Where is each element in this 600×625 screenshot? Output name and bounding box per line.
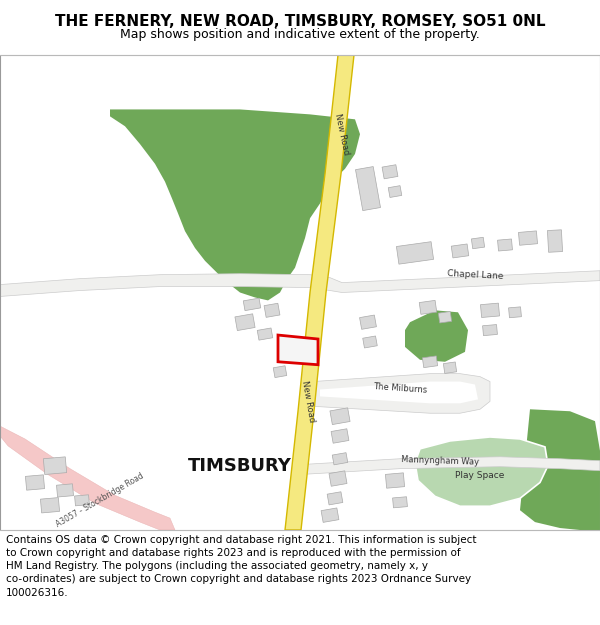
Bar: [332, 452, 348, 465]
Text: Chapel Lane: Chapel Lane: [446, 269, 503, 281]
Bar: [397, 242, 434, 264]
Bar: [482, 324, 497, 336]
Bar: [273, 366, 287, 378]
Text: TIMSBURY: TIMSBURY: [188, 457, 292, 474]
Bar: [388, 186, 402, 198]
Bar: [25, 475, 44, 490]
Bar: [359, 315, 376, 329]
Bar: [330, 408, 350, 424]
Polygon shape: [0, 426, 175, 530]
Bar: [419, 301, 437, 314]
Bar: [327, 492, 343, 505]
Bar: [329, 471, 347, 486]
Bar: [243, 298, 261, 311]
Bar: [355, 167, 380, 211]
Bar: [443, 362, 457, 373]
Polygon shape: [320, 381, 478, 403]
Bar: [547, 230, 563, 253]
Polygon shape: [299, 457, 600, 474]
Bar: [74, 495, 89, 506]
Bar: [385, 473, 404, 488]
Bar: [392, 497, 407, 508]
Polygon shape: [285, 55, 354, 530]
Bar: [56, 484, 73, 497]
Bar: [518, 231, 538, 245]
Bar: [451, 244, 469, 258]
Polygon shape: [405, 310, 468, 362]
Text: New Road: New Road: [333, 112, 351, 156]
Text: Contains OS data © Crown copyright and database right 2021. This information is : Contains OS data © Crown copyright and d…: [6, 535, 476, 598]
Text: Play Space: Play Space: [455, 471, 505, 480]
Bar: [472, 238, 485, 249]
Text: Map shows position and indicative extent of the property.: Map shows position and indicative extent…: [120, 28, 480, 41]
Polygon shape: [278, 335, 318, 365]
Bar: [439, 311, 452, 323]
Text: THE FERNERY, NEW ROAD, TIMSBURY, ROMSEY, SO51 0NL: THE FERNERY, NEW ROAD, TIMSBURY, ROMSEY,…: [55, 14, 545, 29]
Polygon shape: [110, 109, 360, 301]
Bar: [382, 165, 398, 179]
Text: New Road: New Road: [300, 380, 316, 423]
Polygon shape: [520, 409, 600, 530]
Bar: [235, 314, 255, 331]
Bar: [509, 307, 521, 318]
Text: A3057 - Stockbridge Road: A3057 - Stockbridge Road: [55, 471, 145, 529]
Bar: [363, 336, 377, 348]
Text: The Milburns: The Milburns: [373, 382, 427, 395]
Bar: [257, 328, 273, 340]
Bar: [321, 508, 339, 522]
Bar: [422, 356, 437, 367]
Bar: [40, 498, 59, 513]
Bar: [282, 347, 298, 361]
Polygon shape: [0, 271, 600, 296]
Bar: [497, 239, 512, 251]
Bar: [43, 457, 67, 474]
Bar: [264, 303, 280, 318]
Bar: [481, 303, 500, 318]
Bar: [331, 429, 349, 443]
Text: Mannyngham Way: Mannyngham Way: [401, 455, 479, 467]
Polygon shape: [313, 374, 490, 413]
Polygon shape: [415, 437, 548, 506]
